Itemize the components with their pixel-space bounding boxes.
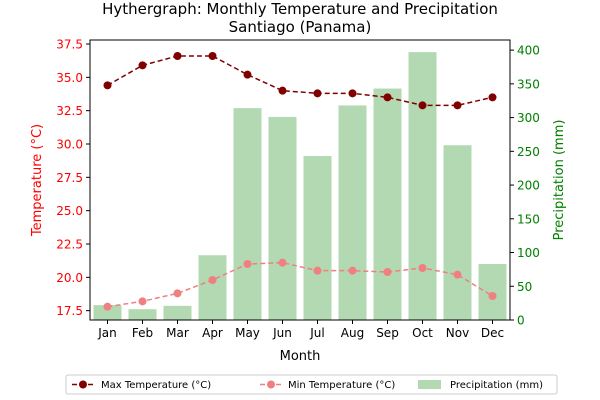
legend-item-precip: Precipitation (mm) xyxy=(418,380,543,391)
y-axis-left-label: Temperature (°C) xyxy=(30,124,45,237)
y-axis-right-label: Precipitation (mm) xyxy=(552,120,567,241)
y-right-tick-label: 100 xyxy=(517,246,540,260)
max-temp-point-nov xyxy=(453,101,462,110)
x-tick-label: Nov xyxy=(446,326,469,340)
y-left-tick-label: 35.0 xyxy=(56,71,83,85)
y-right-tick-label: 250 xyxy=(517,145,540,159)
precip-bar-nov xyxy=(443,145,472,320)
precip-bar-may xyxy=(233,108,262,320)
legend-label-precip: Precipitation (mm) xyxy=(450,380,543,391)
x-tick-label: Mar xyxy=(166,326,189,340)
chart-title: Hythergraph: Monthly Temperature and Pre… xyxy=(102,0,498,18)
max-temp-point-jun xyxy=(278,86,287,95)
legend-label-min: Min Temperature (°C) xyxy=(288,380,395,391)
max-temp-point-oct xyxy=(418,101,427,110)
x-tick-label: May xyxy=(235,326,260,340)
x-tick-label: Dec xyxy=(481,326,504,340)
y-left-tick-label: 17.5 xyxy=(56,304,83,318)
max-temp-point-jan xyxy=(103,81,112,90)
min-temp-point-nov xyxy=(453,270,462,279)
precip-bar-apr xyxy=(198,255,227,320)
y-right-tick-label: 0 xyxy=(517,314,525,328)
x-tick-label: Aug xyxy=(341,326,364,340)
min-temp-point-jul xyxy=(313,266,322,275)
legend-item-max: Max Temperature (°C) xyxy=(72,380,211,391)
y-right-tick-label: 50 xyxy=(517,280,532,294)
legend-frame xyxy=(65,374,558,395)
min-temp-point-sep xyxy=(383,268,392,276)
max-temp-point-sep xyxy=(383,93,392,102)
x-axis-label: Month xyxy=(280,349,321,364)
min-temp-point-aug xyxy=(348,266,357,275)
y-left-tick-label: 25.0 xyxy=(56,204,83,218)
x-tick-label: Sep xyxy=(376,326,399,340)
y-left-tick-label: 37.5 xyxy=(56,38,83,52)
x-tick-label: Feb xyxy=(132,326,153,340)
precip-bar-feb xyxy=(128,309,157,320)
x-tick-label: Apr xyxy=(202,326,223,340)
max-temp-point-aug xyxy=(348,89,357,98)
max-temp-point-mar xyxy=(173,52,182,60)
y-right-tick-label: 150 xyxy=(517,212,540,226)
min-temp-point-dec xyxy=(488,292,497,300)
max-temp-point-dec xyxy=(488,93,497,102)
min-temp-point-may xyxy=(243,260,252,268)
max-temp-point-jul xyxy=(313,89,322,98)
min-temp-point-jun xyxy=(278,258,287,267)
min-temp-point-jan xyxy=(103,302,112,311)
y-right-tick-label: 350 xyxy=(517,77,540,91)
min-temp-point-apr xyxy=(208,276,217,284)
precip-bar-mar xyxy=(163,305,192,320)
chart-subtitle: Santiago (Panama) xyxy=(229,18,372,36)
x-tick-label: Jun xyxy=(272,326,292,340)
precip-bar-jun xyxy=(268,116,297,320)
x-tick-label: Jul xyxy=(309,326,324,340)
max-temp-point-apr xyxy=(208,52,217,60)
precip-bar-jul xyxy=(303,156,332,320)
x-tick-label: Oct xyxy=(412,326,433,340)
x-tick-label: Jan xyxy=(97,326,117,340)
min-temp-point-feb xyxy=(138,297,147,306)
precip-bar-sep xyxy=(373,88,402,321)
y-left-tick-label: 22.5 xyxy=(56,238,83,252)
y-right-tick-label: 200 xyxy=(517,179,540,193)
legend: Max Temperature (°C) Min Temperature (°C… xyxy=(65,374,558,395)
max-temp-point-may xyxy=(243,70,252,79)
y-right-tick-label: 400 xyxy=(517,44,540,58)
min-temp-point-mar xyxy=(173,289,182,298)
min-temp-point-oct xyxy=(418,264,427,272)
y-left-tick-label: 32.5 xyxy=(56,104,83,118)
precip-bar-oct xyxy=(408,52,437,320)
precip-bar-aug xyxy=(338,105,367,320)
min-temp-line xyxy=(107,261,493,308)
max-temp-line xyxy=(107,55,493,107)
legend-item-min: Min Temperature (°C) xyxy=(260,380,395,391)
y-left-tick-label: 27.5 xyxy=(56,171,83,185)
legend-label-max: Max Temperature (°C) xyxy=(101,380,211,391)
max-temp-point-feb xyxy=(138,61,147,70)
plot-frame xyxy=(89,39,511,321)
y-right-tick-label: 300 xyxy=(517,111,540,125)
precip-bar-jan xyxy=(93,305,122,320)
y-left-tick-label: 20.0 xyxy=(56,271,83,285)
y-left-tick-label: 30.0 xyxy=(56,138,83,152)
